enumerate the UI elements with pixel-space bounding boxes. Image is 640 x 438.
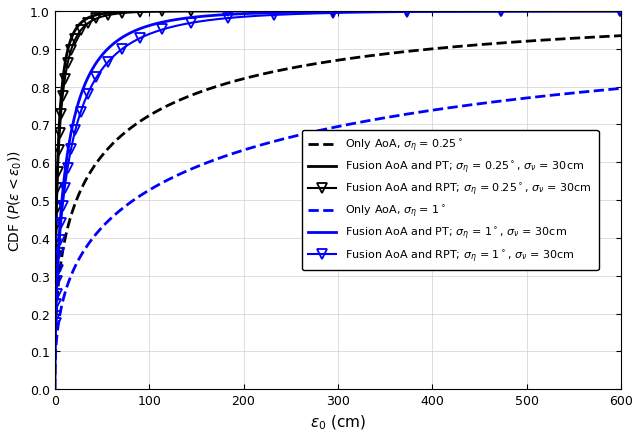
Only AoA, $\sigma_{\eta}$ = 0.25$^\circ$: [545, 38, 553, 43]
Fusion AoA and RPT; $\sigma_{\eta}$ = 0.25$^\circ$, $\sigma_{\nu}$ = 30cm: [115, 12, 123, 17]
Only AoA, $\sigma_{\eta}$ = 0.25$^\circ$: [115, 135, 123, 141]
Only AoA, $\sigma_{\eta}$ = 1$^\circ$: [268, 140, 276, 145]
Fusion AoA and RPT; $\sigma_{\eta}$ = 0.25$^\circ$, $\sigma_{\nu}$ = 30cm: [51, 387, 59, 392]
Only AoA, $\sigma_{\eta}$ = 1$^\circ$: [292, 134, 300, 139]
Fusion AoA and RPT; $\sigma_{\eta}$ = 0.25$^\circ$, $\sigma_{\nu}$ = 30cm: [292, 9, 300, 14]
Line: Only AoA, $\sigma_{\eta}$ = 1$^\circ$: Only AoA, $\sigma_{\eta}$ = 1$^\circ$: [55, 89, 621, 389]
Only AoA, $\sigma_{\eta}$ = 0.25$^\circ$: [617, 34, 625, 39]
Fusion AoA and PT; $\sigma_{\eta}$ = 1$^\circ$, $\sigma_{\nu}$ = 30cm: [115, 38, 123, 43]
Fusion AoA and RPT; $\sigma_{\eta}$ = 0.25$^\circ$, $\sigma_{\nu}$ = 30cm: [268, 9, 276, 14]
Fusion AoA and PT; $\sigma_{\eta}$ = 1$^\circ$, $\sigma_{\nu}$ = 30cm: [617, 9, 625, 14]
Fusion AoA and PT; $\sigma_{\eta}$ = 0.25$^\circ$, $\sigma_{\nu}$ = 30cm: [606, 9, 614, 14]
Only AoA, $\sigma_{\eta}$ = 0.25$^\circ$: [268, 70, 276, 75]
Fusion AoA and PT; $\sigma_{\eta}$ = 1$^\circ$, $\sigma_{\nu}$ = 30cm: [545, 9, 553, 14]
Line: Fusion AoA and RPT; $\sigma_{\eta}$ = 0.25$^\circ$, $\sigma_{\nu}$ = 30cm: Fusion AoA and RPT; $\sigma_{\eta}$ = 0.…: [50, 7, 626, 394]
Fusion AoA and RPT; $\sigma_{\eta}$ = 0.25$^\circ$, $\sigma_{\nu}$ = 30cm: [149, 10, 157, 15]
Only AoA, $\sigma_{\eta}$ = 1$^\circ$: [617, 87, 625, 92]
Fusion AoA and PT; $\sigma_{\eta}$ = 0.25$^\circ$, $\sigma_{\nu}$ = 30cm: [268, 9, 276, 14]
Only AoA, $\sigma_{\eta}$ = 0.25$^\circ$: [149, 111, 157, 117]
Fusion AoA and RPT; $\sigma_{\eta}$ = 0.25$^\circ$, $\sigma_{\nu}$ = 30cm: [606, 9, 614, 14]
Fusion AoA and PT; $\sigma_{\eta}$ = 0.25$^\circ$, $\sigma_{\nu}$ = 30cm: [292, 9, 300, 14]
Line: Fusion AoA and PT; $\sigma_{\eta}$ = 1$^\circ$, $\sigma_{\nu}$ = 30cm: Fusion AoA and PT; $\sigma_{\eta}$ = 1$^…: [55, 12, 621, 389]
Y-axis label: CDF ($P(\epsilon < \epsilon_0)$): CDF ($P(\epsilon < \epsilon_0)$): [7, 150, 24, 251]
Fusion AoA and RPT; $\sigma_{\eta}$ = 0.25$^\circ$, $\sigma_{\nu}$ = 30cm: [617, 9, 625, 14]
Fusion AoA and PT; $\sigma_{\eta}$ = 1$^\circ$, $\sigma_{\nu}$ = 30cm: [292, 11, 300, 16]
Fusion AoA and RPT; $\sigma_{\eta}$ = 1$^\circ$, $\sigma_{\nu}$ = 30cm: [545, 10, 553, 15]
Only AoA, $\sigma_{\eta}$ = 0.25$^\circ$: [606, 35, 614, 40]
Only AoA, $\sigma_{\eta}$ = 1$^\circ$: [545, 94, 553, 99]
Fusion AoA and PT; $\sigma_{\eta}$ = 0.25$^\circ$, $\sigma_{\nu}$ = 30cm: [115, 10, 123, 15]
Fusion AoA and RPT; $\sigma_{\eta}$ = 1$^\circ$, $\sigma_{\nu}$ = 30cm: [617, 10, 625, 15]
Line: Fusion AoA and PT; $\sigma_{\eta}$ = 0.25$^\circ$, $\sigma_{\nu}$ = 30cm: Fusion AoA and PT; $\sigma_{\eta}$ = 0.2…: [55, 12, 621, 389]
Line: Fusion AoA and RPT; $\sigma_{\eta}$ = 1$^\circ$, $\sigma_{\nu}$ = 30cm: Fusion AoA and RPT; $\sigma_{\eta}$ = 1$…: [50, 7, 626, 394]
Fusion AoA and PT; $\sigma_{\eta}$ = 1$^\circ$, $\sigma_{\nu}$ = 30cm: [268, 11, 276, 16]
Fusion AoA and PT; $\sigma_{\eta}$ = 0.25$^\circ$, $\sigma_{\nu}$ = 30cm: [617, 9, 625, 14]
Only AoA, $\sigma_{\eta}$ = 0.25$^\circ$: [292, 65, 300, 71]
Only AoA, $\sigma_{\eta}$ = 1$^\circ$: [149, 186, 157, 191]
Fusion AoA and RPT; $\sigma_{\eta}$ = 1$^\circ$, $\sigma_{\nu}$ = 30cm: [51, 387, 59, 392]
Fusion AoA and PT; $\sigma_{\eta}$ = 1$^\circ$, $\sigma_{\nu}$ = 30cm: [606, 9, 614, 14]
Fusion AoA and PT; $\sigma_{\eta}$ = 1$^\circ$, $\sigma_{\nu}$ = 30cm: [51, 387, 59, 392]
Only AoA, $\sigma_{\eta}$ = 0.25$^\circ$: [51, 387, 59, 392]
Fusion AoA and RPT; $\sigma_{\eta}$ = 1$^\circ$, $\sigma_{\nu}$ = 30cm: [268, 13, 276, 18]
Fusion AoA and PT; $\sigma_{\eta}$ = 0.25$^\circ$, $\sigma_{\nu}$ = 30cm: [51, 387, 59, 392]
Fusion AoA and RPT; $\sigma_{\eta}$ = 1$^\circ$, $\sigma_{\nu}$ = 30cm: [606, 10, 614, 15]
Only AoA, $\sigma_{\eta}$ = 1$^\circ$: [51, 387, 59, 392]
Fusion AoA and RPT; $\sigma_{\eta}$ = 1$^\circ$, $\sigma_{\nu}$ = 30cm: [115, 49, 123, 55]
Legend: Only AoA, $\sigma_{\eta}$ = 0.25$^\circ$, Fusion AoA and PT; $\sigma_{\eta}$ = 0: Only AoA, $\sigma_{\eta}$ = 0.25$^\circ$…: [301, 131, 598, 271]
Fusion AoA and PT; $\sigma_{\eta}$ = 1$^\circ$, $\sigma_{\nu}$ = 30cm: [149, 23, 157, 28]
Fusion AoA and RPT; $\sigma_{\eta}$ = 0.25$^\circ$, $\sigma_{\nu}$ = 30cm: [545, 9, 553, 14]
Only AoA, $\sigma_{\eta}$ = 1$^\circ$: [115, 209, 123, 214]
Fusion AoA and PT; $\sigma_{\eta}$ = 0.25$^\circ$, $\sigma_{\nu}$ = 30cm: [545, 9, 553, 14]
Fusion AoA and PT; $\sigma_{\eta}$ = 0.25$^\circ$, $\sigma_{\nu}$ = 30cm: [149, 10, 157, 15]
X-axis label: $\epsilon_0$ (cm): $\epsilon_0$ (cm): [310, 413, 366, 431]
Line: Only AoA, $\sigma_{\eta}$ = 0.25$^\circ$: Only AoA, $\sigma_{\eta}$ = 0.25$^\circ$: [55, 37, 621, 389]
Fusion AoA and RPT; $\sigma_{\eta}$ = 1$^\circ$, $\sigma_{\nu}$ = 30cm: [292, 12, 300, 18]
Fusion AoA and RPT; $\sigma_{\eta}$ = 1$^\circ$, $\sigma_{\nu}$ = 30cm: [149, 31, 157, 36]
Only AoA, $\sigma_{\eta}$ = 1$^\circ$: [606, 88, 614, 93]
